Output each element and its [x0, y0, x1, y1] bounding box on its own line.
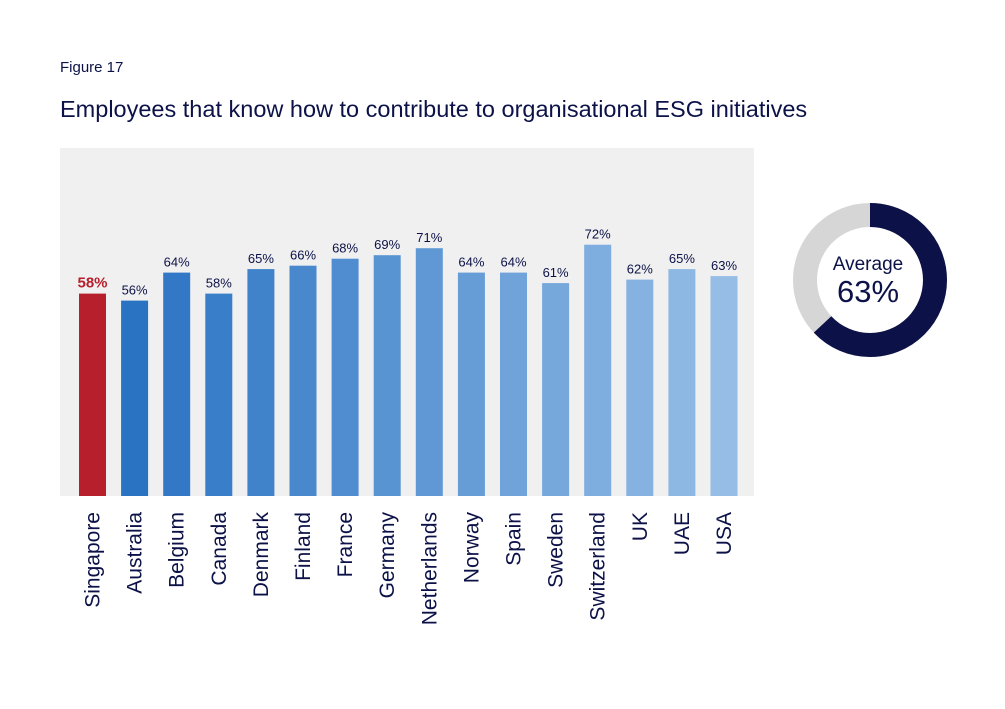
- category-label-belgium: Belgium: [166, 512, 189, 588]
- category-label-canada: Canada: [208, 512, 231, 586]
- value-label-france: 68%: [332, 241, 358, 256]
- bar-norway: [457, 272, 485, 496]
- bar-uae: [668, 269, 696, 496]
- bars-group: [79, 244, 738, 496]
- bar-canada: [205, 293, 233, 496]
- category-label-germany: Germany: [376, 512, 399, 599]
- category-label-usa: USA: [713, 512, 736, 555]
- category-label-australia: Australia: [124, 512, 147, 594]
- bar-spain: [500, 272, 527, 496]
- bar-netherlands: [415, 248, 443, 496]
- category-label-sweden: Sweden: [545, 512, 568, 588]
- value-label-denmark: 65%: [248, 251, 274, 266]
- value-label-usa: 63%: [711, 258, 737, 273]
- value-label-australia: 56%: [122, 283, 148, 298]
- category-label-norway: Norway: [460, 512, 483, 584]
- value-label-uae: 65%: [669, 251, 695, 266]
- value-label-belgium: 64%: [164, 255, 190, 270]
- category-label-switzerland: Switzerland: [587, 512, 610, 621]
- value-label-canada: 58%: [206, 276, 232, 291]
- bar-germany: [373, 255, 401, 496]
- value-label-sweden: 61%: [543, 265, 569, 280]
- value-label-spain: 64%: [500, 255, 526, 270]
- chart-title: Employees that know how to contribute to…: [60, 96, 808, 122]
- value-label-singapore: 58%: [77, 275, 107, 292]
- category-label-finland: Finland: [292, 512, 315, 581]
- bar-usa: [710, 276, 738, 496]
- value-label-uk: 62%: [627, 262, 653, 277]
- bar-belgium: [163, 272, 191, 496]
- figure-label: Figure 17: [60, 59, 124, 76]
- category-label-france: France: [334, 512, 357, 577]
- value-label-germany: 69%: [374, 237, 400, 252]
- bar-uk: [626, 279, 654, 496]
- bar-labels-group: 58% 56% 64% 58% 65% 66% 68% 69% 71% 64% 64% 61% 72% 6…: [77, 227, 737, 298]
- value-label-netherlands: 71%: [416, 230, 442, 245]
- bar-france: [331, 258, 359, 496]
- bar-switzerland: [584, 244, 612, 496]
- bar-sweden: [542, 283, 570, 496]
- average-value: 63%: [837, 274, 899, 309]
- average-label: Average: [833, 254, 903, 275]
- category-labels-group: Singapore Australia Belgium Canada Denmark Fi…: [82, 512, 737, 626]
- category-label-singapore: Singapore: [82, 512, 105, 608]
- bar-australia: [121, 300, 149, 496]
- category-label-spain: Spain: [503, 512, 526, 566]
- category-label-uae: UAE: [671, 512, 694, 555]
- bar-finland: [289, 265, 317, 496]
- category-label-denmark: Denmark: [250, 512, 273, 598]
- value-label-norway: 64%: [458, 255, 484, 270]
- value-label-switzerland: 72%: [585, 227, 611, 242]
- bar-denmark: [247, 269, 275, 496]
- donut-filled-ring: [793, 203, 947, 357]
- category-label-netherlands: Netherlands: [418, 512, 441, 625]
- value-label-finland: 66%: [290, 248, 316, 263]
- bar-singapore: [79, 293, 106, 496]
- category-label-uk: UK: [629, 512, 652, 541]
